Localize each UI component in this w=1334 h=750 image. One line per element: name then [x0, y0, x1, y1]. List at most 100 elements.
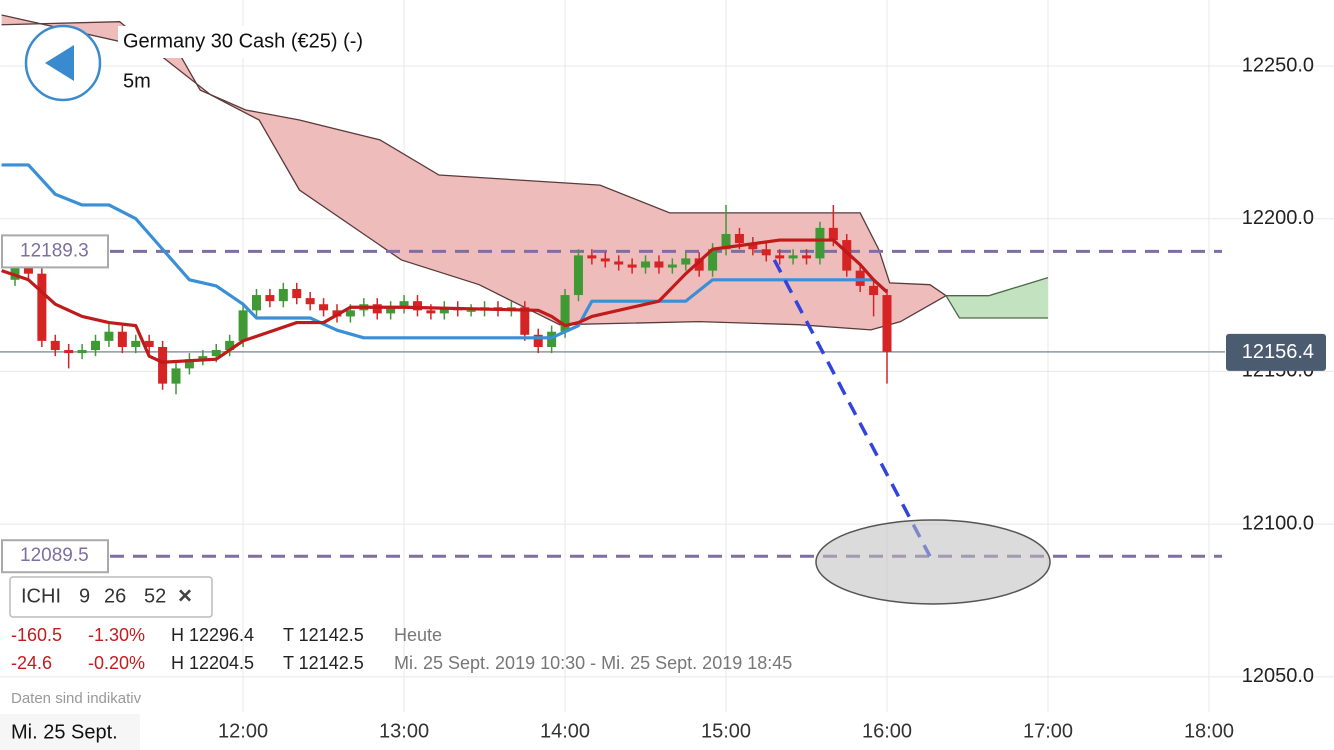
indicator-name: ICHI: [21, 585, 61, 607]
level-label: 12089.5: [20, 545, 89, 566]
stat-period: Mi. 25 Sept. 2019 10:30 - Mi. 25 Sept. 2…: [394, 653, 792, 673]
candle-body: [748, 243, 758, 250]
x-tick-label: 15:00: [701, 720, 751, 742]
date-box: [0, 714, 140, 750]
trend-line: [772, 259, 932, 558]
stat-high: H 12204.5: [171, 653, 254, 673]
indicator-remove[interactable]: ×: [178, 582, 192, 609]
candle-body: [184, 359, 194, 369]
candle-body: [64, 350, 74, 354]
stat-change: -24.6: [11, 653, 52, 673]
stat-change-pct: -1.30%: [88, 625, 145, 645]
y-tick-label: 12200.0: [1242, 207, 1314, 229]
candle-body: [600, 258, 610, 262]
candle-body: [50, 340, 60, 351]
candle-body: [560, 295, 570, 332]
candle-body: [117, 331, 127, 347]
indicator-param: 26: [104, 585, 126, 607]
candle-body: [815, 227, 825, 259]
indicator-param: 9: [79, 585, 90, 607]
x-tick-label: 14:00: [540, 720, 590, 742]
candle-body: [37, 273, 47, 341]
candle-body: [520, 307, 530, 335]
candle-body: [466, 310, 476, 312]
cloud-edge: [945, 295, 1048, 319]
candle-body: [708, 249, 718, 271]
candle-body: [265, 295, 275, 302]
level-label-box: [1, 539, 109, 574]
instrument-title: Germany 30 Cash (€25) (-): [123, 30, 363, 52]
disclaimer: Daten sind indikativ: [11, 690, 142, 707]
candle-body: [91, 340, 101, 351]
target-ellipse: [815, 519, 1051, 605]
candle-body: [198, 356, 208, 360]
x-tick-label: 17:00: [1023, 720, 1073, 742]
candle-body: [882, 295, 892, 352]
back-button-icon: [45, 45, 74, 81]
level-label-box: [1, 234, 109, 269]
candle-body: [345, 310, 355, 317]
ichimoku-line: [1, 163, 889, 340]
candle-body: [305, 298, 315, 305]
last-price-label: 12156.4: [1242, 341, 1314, 363]
candle-body: [734, 233, 744, 244]
x-tick-label: 18:00: [1184, 720, 1234, 742]
candle-body: [587, 255, 597, 259]
candle-body: [412, 301, 422, 311]
stat-low: T 12142.5: [283, 625, 364, 645]
x-tick-label: 13:00: [379, 720, 429, 742]
candle-body: [171, 368, 181, 384]
candle-body: [251, 295, 261, 311]
candle-body: [721, 233, 731, 250]
date-label: Mi. 25 Sept.: [11, 721, 118, 743]
candle-body: [533, 334, 543, 347]
candle-body: [211, 350, 221, 357]
stat-high: H 12296.4: [171, 625, 254, 645]
candle-body: [761, 249, 771, 256]
candle-body: [77, 350, 87, 354]
cloud-edge: [946, 277, 1049, 297]
indicator-chip[interactable]: ICHI 9 26 52 ×: [9, 576, 213, 618]
y-tick-label: 12250.0: [1242, 54, 1314, 76]
candle-body: [278, 288, 288, 302]
candle-body: [828, 227, 838, 241]
candle-body: [386, 307, 396, 314]
candle-body: [439, 307, 449, 314]
candle-body: [641, 261, 651, 268]
level-label: 12189.3: [20, 240, 89, 261]
candle-body: [104, 331, 114, 341]
stat-low: T 12142.5: [283, 653, 364, 673]
indicator-param: 52: [144, 585, 166, 607]
candle-body: [319, 304, 329, 311]
title-bg: [118, 26, 394, 58]
candle-body: [667, 264, 677, 268]
stat-period: Heute: [394, 625, 442, 645]
y-tick-label: 12050.0: [1242, 665, 1314, 687]
candle-body: [573, 255, 583, 296]
candle-body: [681, 258, 691, 265]
candle-body: [627, 264, 637, 268]
stat-change: -160.5: [11, 625, 62, 645]
interval-label: 5m: [123, 70, 151, 92]
candle-body: [802, 255, 812, 259]
last-price-box: [1226, 333, 1326, 371]
indicator-chip-box: [9, 576, 213, 618]
x-tick-label: 12:00: [218, 720, 268, 742]
x-tick-label: 16:00: [862, 720, 912, 742]
candle-body: [144, 340, 154, 347]
candle-body: [694, 258, 704, 271]
candle-body: [775, 255, 785, 259]
candle-body: [654, 261, 664, 268]
ichimoku-line: [1, 238, 889, 364]
cloud-fill: [946, 277, 1048, 318]
candle-body: [426, 310, 436, 314]
back-button[interactable]: [24, 24, 102, 102]
candle-body: [225, 340, 235, 351]
candle-body: [869, 285, 879, 296]
stat-change-pct: -0.20%: [88, 653, 145, 673]
candle-body: [238, 310, 248, 341]
cloud-edge: [1, 14, 947, 297]
y-tick-label: 12100.0: [1242, 512, 1314, 534]
candle-body: [614, 261, 624, 265]
